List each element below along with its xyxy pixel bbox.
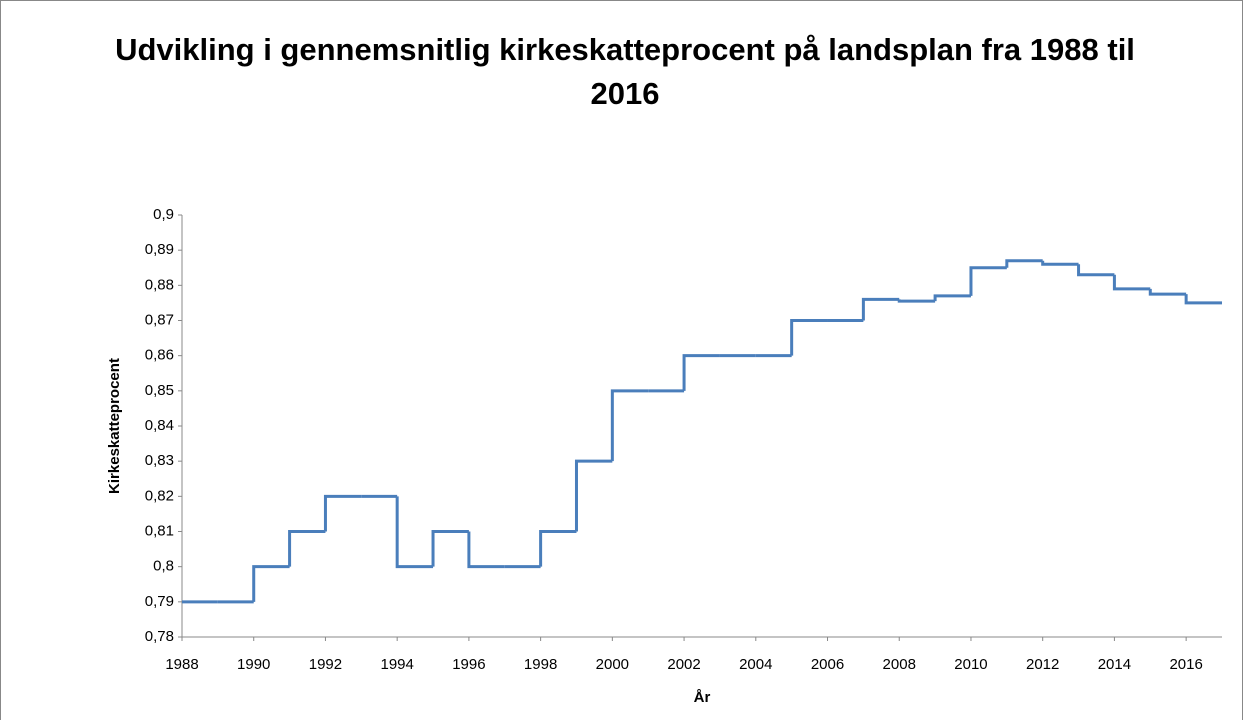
x-tick-label: 2014 bbox=[1098, 656, 1131, 673]
step-segment bbox=[252, 565, 290, 602]
x-tick-label: 2012 bbox=[1026, 656, 1059, 673]
step-segment bbox=[1148, 288, 1187, 296]
step-segment bbox=[431, 530, 469, 567]
x-tick-label: 2010 bbox=[954, 656, 987, 673]
y-tick-label: 0,88 bbox=[145, 276, 174, 293]
step-segment bbox=[861, 297, 900, 321]
x-tick-label: 2002 bbox=[667, 656, 700, 673]
step-segment bbox=[610, 389, 649, 462]
y-axis-label: Kirkeskatteprocent bbox=[106, 358, 123, 494]
step-segment bbox=[288, 530, 326, 567]
step-segment bbox=[1077, 264, 1115, 277]
step-segment bbox=[1184, 294, 1222, 305]
x-tick-label: 2004 bbox=[739, 656, 772, 673]
step-segment bbox=[969, 266, 1007, 296]
y-tick-label: 0,86 bbox=[145, 347, 174, 364]
step-segment bbox=[682, 354, 720, 391]
x-tick-label: 2006 bbox=[811, 656, 844, 673]
chart-title: Udvikling i gennemsnitlig kirkeskattepro… bbox=[115, 32, 1135, 111]
y-tick-label: 0,9 bbox=[153, 206, 174, 223]
x-tick-label: 2000 bbox=[596, 656, 629, 673]
step-segment bbox=[323, 494, 362, 532]
step-segment bbox=[467, 531, 505, 569]
x-tick-label: 1988 bbox=[165, 656, 198, 673]
y-tick-label: 0,87 bbox=[145, 311, 174, 328]
step-segment bbox=[1112, 274, 1151, 291]
x-tick-label: 1996 bbox=[452, 656, 485, 673]
y-tick-label: 0,83 bbox=[145, 452, 174, 469]
step-segment bbox=[395, 496, 434, 569]
x-tick-label: 2016 bbox=[1169, 656, 1202, 673]
x-tick-label: 1992 bbox=[309, 656, 342, 673]
step-segment bbox=[933, 294, 971, 302]
step-segment bbox=[539, 530, 577, 567]
x-axis-label: År bbox=[694, 689, 711, 706]
x-tick-label: 1990 bbox=[237, 656, 270, 673]
y-tick-label: 0,79 bbox=[145, 593, 174, 610]
y-tick-label: 0,82 bbox=[145, 487, 174, 504]
y-tick-label: 0,89 bbox=[145, 241, 174, 258]
y-tick-label: 0,81 bbox=[145, 522, 174, 539]
x-tick-label: 1994 bbox=[380, 656, 413, 673]
y-tick-label: 0,84 bbox=[145, 417, 174, 434]
y-tick-label: 0,78 bbox=[145, 628, 174, 645]
x-tick-label: 1998 bbox=[524, 656, 557, 673]
step-segment bbox=[1005, 259, 1043, 268]
step-segment bbox=[1041, 260, 1079, 266]
y-tick-label: 0,85 bbox=[145, 382, 174, 399]
x-tick-label: 2008 bbox=[883, 656, 916, 673]
y-tick-label: 0,8 bbox=[153, 558, 174, 575]
step-segment bbox=[574, 459, 613, 532]
step-segment bbox=[790, 319, 828, 356]
step-segment bbox=[897, 299, 936, 303]
